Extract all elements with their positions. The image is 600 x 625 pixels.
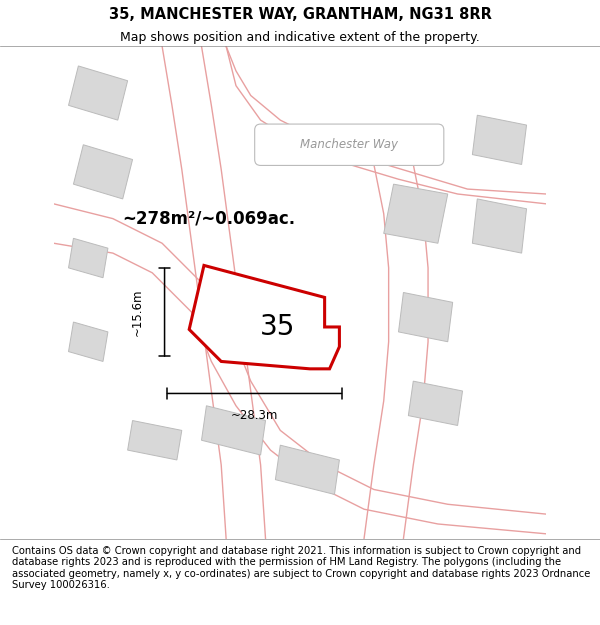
Text: ~28.3m: ~28.3m (231, 409, 278, 422)
Text: Manchester Way: Manchester Way (300, 138, 398, 151)
Text: 35, MANCHESTER WAY, GRANTHAM, NG31 8RR: 35, MANCHESTER WAY, GRANTHAM, NG31 8RR (109, 8, 491, 22)
Polygon shape (68, 66, 128, 120)
Text: ~278m²/~0.069ac.: ~278m²/~0.069ac. (122, 209, 296, 227)
Polygon shape (128, 421, 182, 460)
Polygon shape (398, 292, 452, 342)
Polygon shape (189, 266, 340, 369)
Text: Contains OS data © Crown copyright and database right 2021. This information is : Contains OS data © Crown copyright and d… (12, 546, 590, 591)
FancyBboxPatch shape (254, 124, 444, 166)
Polygon shape (202, 406, 266, 455)
Text: ~15.6m: ~15.6m (131, 289, 144, 336)
Polygon shape (241, 292, 305, 342)
Text: Map shows position and indicative extent of the property.: Map shows position and indicative extent… (120, 31, 480, 44)
Polygon shape (384, 184, 448, 243)
Polygon shape (275, 445, 340, 494)
Polygon shape (472, 199, 527, 253)
Polygon shape (68, 238, 108, 278)
Text: 35: 35 (260, 313, 296, 341)
Polygon shape (68, 322, 108, 361)
Polygon shape (409, 381, 463, 426)
Polygon shape (73, 145, 133, 199)
Polygon shape (472, 115, 527, 164)
